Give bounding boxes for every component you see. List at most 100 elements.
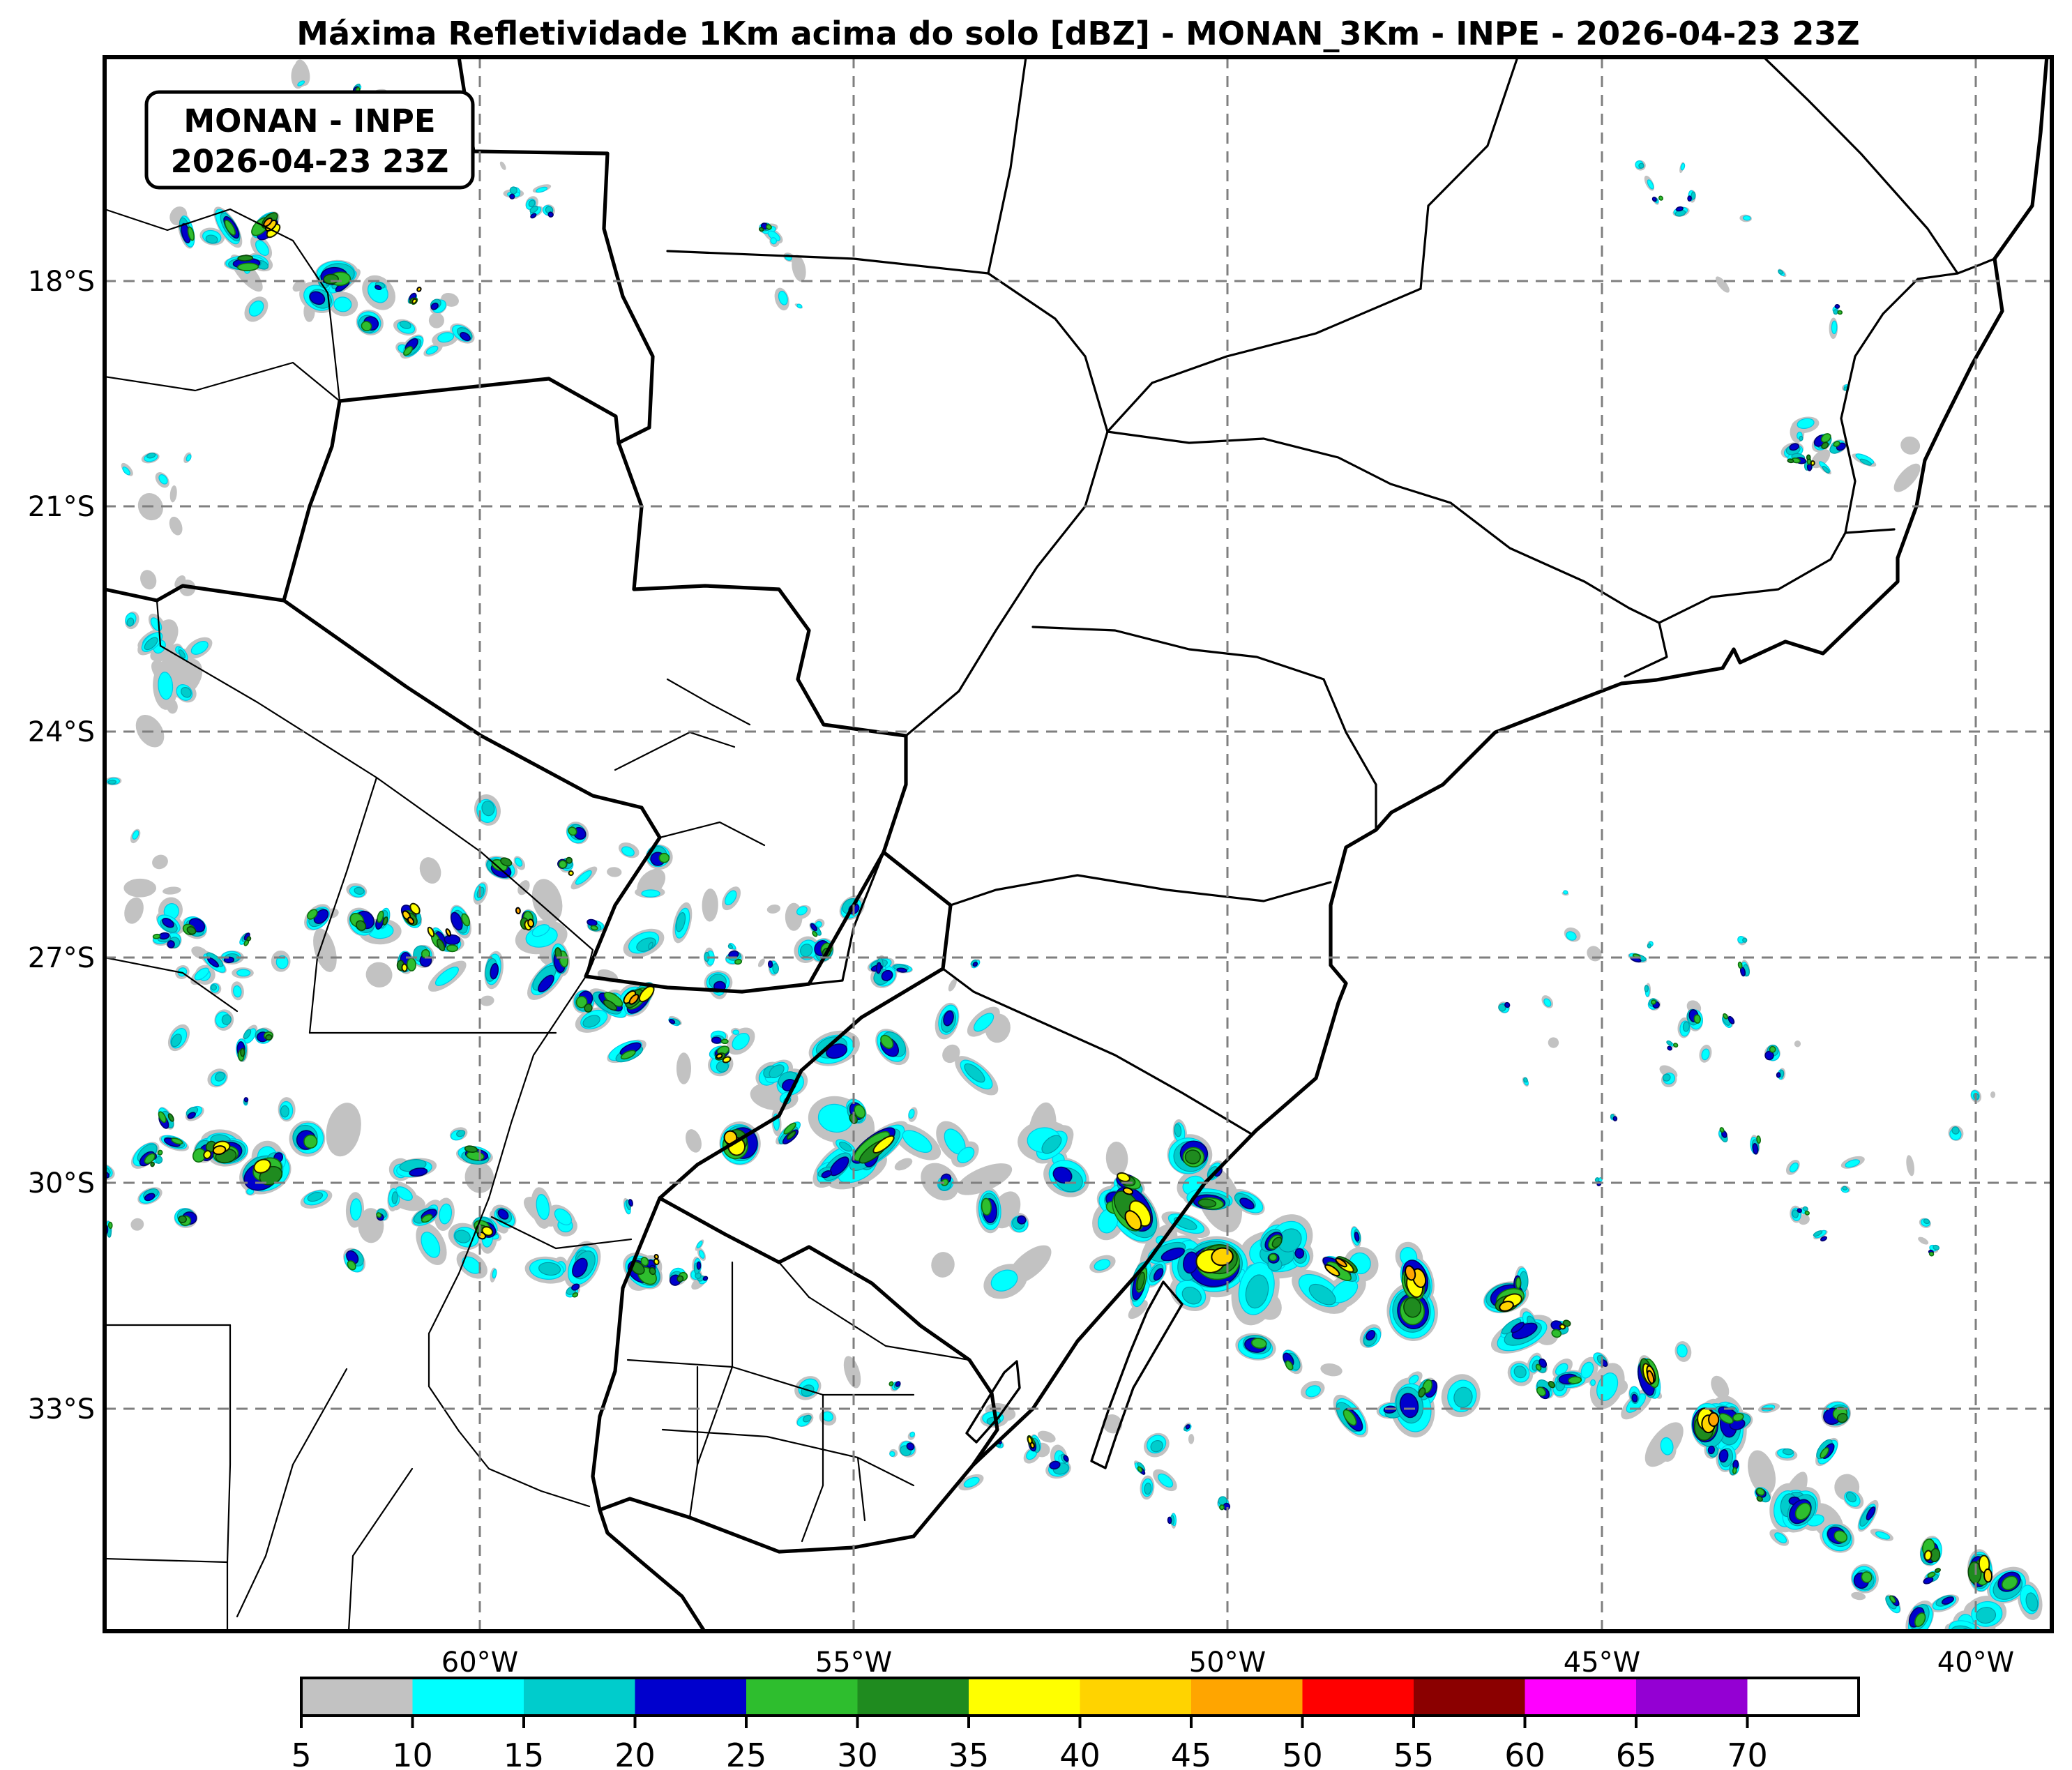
country-border-coastline bbox=[658, 850, 953, 1200]
admin-border-minor bbox=[666, 678, 751, 726]
state-border bbox=[905, 430, 1109, 737]
colorbar-tick-label: 25 bbox=[726, 1737, 767, 1770]
lon-tick-label: 55°W bbox=[815, 1647, 892, 1679]
state-border bbox=[1624, 621, 1668, 678]
country-border-coastline bbox=[282, 598, 886, 994]
colorbar-tick-label: 40 bbox=[1059, 1737, 1101, 1770]
state-border bbox=[1031, 626, 1377, 831]
admin-border-minor bbox=[348, 1467, 414, 1629]
admin-border-minor bbox=[661, 1428, 915, 1487]
colorbar-segment bbox=[1414, 1678, 1526, 1716]
country-border-coastline bbox=[598, 59, 2049, 1629]
colorbar-segment bbox=[1525, 1678, 1637, 1716]
admin-border-minor bbox=[107, 1557, 229, 1564]
colorbar-segment bbox=[635, 1678, 747, 1716]
colorbar-tick-label: 5 bbox=[291, 1737, 311, 1770]
country-border-coastline bbox=[282, 377, 621, 603]
colorbar-tick-label: 55 bbox=[1393, 1737, 1435, 1770]
info-box: MONAN - INPE 2026-04-23 23Z bbox=[144, 90, 475, 190]
country-border-coastline bbox=[457, 59, 655, 445]
radar-reflectivity-field bbox=[107, 59, 2043, 1629]
lon-tick-label: 60°W bbox=[441, 1647, 518, 1679]
admin-border-minor bbox=[490, 1216, 633, 1250]
admin-border-minor bbox=[107, 208, 341, 402]
country-border-coastline bbox=[617, 441, 908, 854]
lon-tick-label: 40°W bbox=[1937, 1647, 2014, 1679]
state-border bbox=[1658, 528, 1896, 624]
colorbar-tick-label: 30 bbox=[837, 1737, 878, 1770]
lat-tick-label: 33°S bbox=[28, 1393, 95, 1425]
colorbar-tick-label: 20 bbox=[614, 1737, 656, 1770]
colorbar-tick-label: 45 bbox=[1171, 1737, 1212, 1770]
lon-tick-label: 45°W bbox=[1564, 1647, 1640, 1679]
longitude-axis-labels: 60°W 55°W 50°W 45°W 40°W bbox=[441, 1647, 2014, 1679]
colorbar: 5 10 15 20 25 30 35 40 45 50 55 60 65 70 bbox=[291, 1677, 1860, 1770]
reflectivity-level-45-dbz bbox=[263, 217, 1720, 1428]
state-border bbox=[808, 851, 885, 985]
state-border bbox=[987, 59, 1027, 275]
lagoon-outline bbox=[1090, 1280, 1184, 1469]
admin-border-minor bbox=[428, 975, 591, 1508]
lagoon-outline bbox=[965, 1360, 1021, 1444]
admin-border-minor bbox=[688, 1261, 734, 1519]
admin-border-minor bbox=[107, 361, 341, 402]
colorbar-segment bbox=[857, 1678, 969, 1716]
state-border bbox=[666, 250, 1109, 433]
colorbar-tick-label: 35 bbox=[948, 1737, 990, 1770]
colorbar-segment bbox=[1302, 1678, 1414, 1716]
state-border bbox=[1764, 59, 1959, 275]
admin-border-minor bbox=[801, 1393, 824, 1543]
plot-title: Máxima Refletividade 1Km acima do solo [… bbox=[296, 15, 1860, 52]
info-box-datetime: 2026-04-23 23Z bbox=[171, 143, 449, 180]
colorbar-segment bbox=[746, 1678, 859, 1716]
colorbar-segment bbox=[1080, 1678, 1192, 1716]
admin-border-minor bbox=[856, 1456, 866, 1522]
state-border bbox=[1106, 287, 1422, 433]
admin-border-minor bbox=[226, 1324, 232, 1629]
colorbar-segment bbox=[969, 1678, 1081, 1716]
colorbar-segment bbox=[301, 1678, 414, 1716]
colorbar-tick-label: 60 bbox=[1504, 1737, 1545, 1770]
latitude-axis-labels: 18°S 21°S 24°S 27°S 30°S 33°S bbox=[28, 266, 95, 1425]
lat-tick-label: 18°S bbox=[28, 266, 95, 298]
lon-tick-label: 50°W bbox=[1189, 1647, 1266, 1679]
colorbar-tick-label: 70 bbox=[1727, 1737, 1768, 1770]
country-border-coastline bbox=[658, 1196, 999, 1467]
info-box-model: MONAN - INPE bbox=[183, 103, 435, 139]
admin-border-minor bbox=[236, 1368, 348, 1618]
colorbar-segment bbox=[1747, 1678, 1859, 1716]
admin-border-minor bbox=[808, 1296, 971, 1361]
latlon-gridlines bbox=[107, 59, 2050, 1629]
state-border bbox=[942, 967, 1254, 1136]
admin-border-minor bbox=[156, 599, 162, 647]
colorbar-segment bbox=[1191, 1678, 1303, 1716]
admin-border-minor bbox=[159, 644, 594, 978]
admin-border-minor bbox=[778, 1261, 810, 1299]
map-frame bbox=[103, 55, 2054, 1633]
admin-border-minor bbox=[626, 1359, 915, 1396]
admin-border-minor bbox=[107, 957, 239, 1013]
lat-tick-label: 30°S bbox=[28, 1167, 95, 1200]
lat-tick-label: 21°S bbox=[28, 491, 95, 523]
admin-border-minor bbox=[308, 776, 378, 1034]
country-border-coastline bbox=[107, 584, 286, 603]
country-border-coastline bbox=[591, 1196, 662, 1512]
colorbar-tick-label: 65 bbox=[1616, 1737, 1657, 1770]
colorbar-segment bbox=[524, 1678, 636, 1716]
colorbar-tick-label: 10 bbox=[392, 1737, 433, 1770]
state-border bbox=[1956, 257, 1996, 275]
lat-tick-label: 27°S bbox=[28, 942, 95, 974]
state-border bbox=[1840, 272, 1959, 534]
lat-tick-label: 24°S bbox=[28, 716, 95, 748]
geographic-borders bbox=[107, 59, 2049, 1629]
colorbar-segment bbox=[1636, 1678, 1748, 1716]
colorbar-tick-label: 15 bbox=[504, 1737, 545, 1770]
state-border bbox=[1419, 59, 1518, 290]
colorbar-segment bbox=[412, 1678, 524, 1716]
colorbar-tick-label: 50 bbox=[1282, 1737, 1323, 1770]
admin-border-minor bbox=[658, 821, 766, 847]
info-box-frame bbox=[144, 90, 475, 190]
